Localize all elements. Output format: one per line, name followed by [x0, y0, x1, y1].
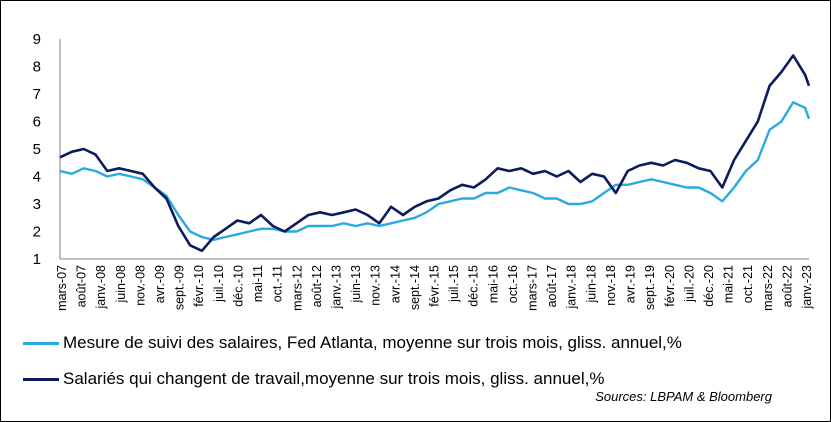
x-tick-label: mars-07: [55, 265, 69, 311]
y-tick-label: 7: [33, 86, 41, 103]
x-tick-labels: mars-07 août-07 janv.-08 juin-08 nov.-08 avr.…: [55, 265, 814, 311]
x-tick-label: janv.-13: [329, 265, 343, 310]
y-tick-label: 9: [33, 31, 41, 48]
y-tick-label: 1: [33, 251, 41, 268]
legend-item-wage-tracker: Mesure de suivi des salaires, Fed Atlant…: [23, 333, 682, 353]
legend-item-job-switchers: Salariés qui changent de travail,moyenne…: [23, 369, 604, 389]
x-tick-label: nov.-18: [604, 265, 618, 306]
x-tick-label: déc.-15: [467, 265, 481, 307]
x-tick-label: févr.-20: [663, 265, 677, 307]
x-tick-label: juin-08: [114, 265, 128, 304]
legend-label-wage-tracker: Mesure de suivi des salaires, Fed Atlant…: [63, 333, 682, 352]
x-tick-label: juil.-20: [682, 265, 696, 303]
y-tick-label: 6: [33, 114, 41, 131]
series-line-job-switchers: [59, 54, 811, 253]
x-tick-label: juin-18: [584, 265, 598, 304]
y-tick-label: 3: [33, 196, 41, 213]
series-line-wage-tracker: [59, 101, 811, 242]
y-tick-label: 4: [33, 169, 41, 186]
x-tick-label: mars-17: [526, 265, 540, 311]
y-tick-label: 5: [33, 141, 41, 158]
x-tick-label: oct.-16: [506, 265, 520, 303]
x-tick-label: sept.-09: [173, 265, 187, 310]
x-tick-label: mars-22: [761, 265, 775, 311]
x-tick-label: juil.-10: [212, 265, 226, 303]
x-tick-label: déc.-20: [702, 265, 716, 307]
x-tick-label: janv.-18: [565, 265, 579, 310]
x-tick-label: janv.-23: [800, 265, 814, 310]
source-note: Sources: LBPAM & Bloomberg: [595, 389, 772, 404]
x-tick-label: août-22: [780, 265, 794, 307]
x-tick-label: avr.-14: [388, 265, 402, 303]
x-tick-label: févr.-10: [192, 265, 206, 307]
x-tick-label: juil.-15: [447, 265, 461, 303]
x-tick-label: mars-12: [290, 265, 304, 311]
x-tick-label: nov.-08: [133, 265, 147, 306]
x-tick-label: mai-11: [251, 265, 265, 302]
x-tick-label: janv.-08: [94, 265, 108, 310]
x-tick-label: nov.-13: [369, 265, 383, 306]
x-tick-label: juin-13: [349, 265, 363, 304]
y-tick-label: 2: [33, 224, 41, 241]
legend-swatch-job-switchers: [23, 377, 59, 381]
x-tick-label: sept.-19: [643, 265, 657, 310]
y-tick-label: 8: [33, 59, 41, 76]
y-tick-labels: 1 2 3 4 5 6 7 8 9: [33, 31, 41, 268]
x-tick-label: mai-21: [722, 265, 736, 303]
legend-swatch-wage-tracker: [23, 341, 59, 345]
x-tick-label: août-07: [75, 265, 89, 307]
x-tick-label: avr.-09: [153, 265, 167, 303]
x-tick-label: août-17: [545, 265, 559, 307]
x-tick-label: févr.-15: [428, 265, 442, 307]
x-tick-label: avr.-19: [624, 265, 638, 303]
x-tick-label: août-12: [310, 265, 324, 307]
series-lines: [59, 54, 811, 253]
x-tick-label: oct.-11: [271, 265, 285, 302]
x-tick-label: sept.-14: [408, 265, 422, 310]
x-tick-label: oct.-21: [741, 265, 755, 303]
x-tick-label: mai-16: [486, 265, 500, 303]
x-tick-label: déc.-10: [231, 265, 245, 307]
legend-label-job-switchers: Salariés qui changent de travail,moyenne…: [63, 369, 605, 388]
